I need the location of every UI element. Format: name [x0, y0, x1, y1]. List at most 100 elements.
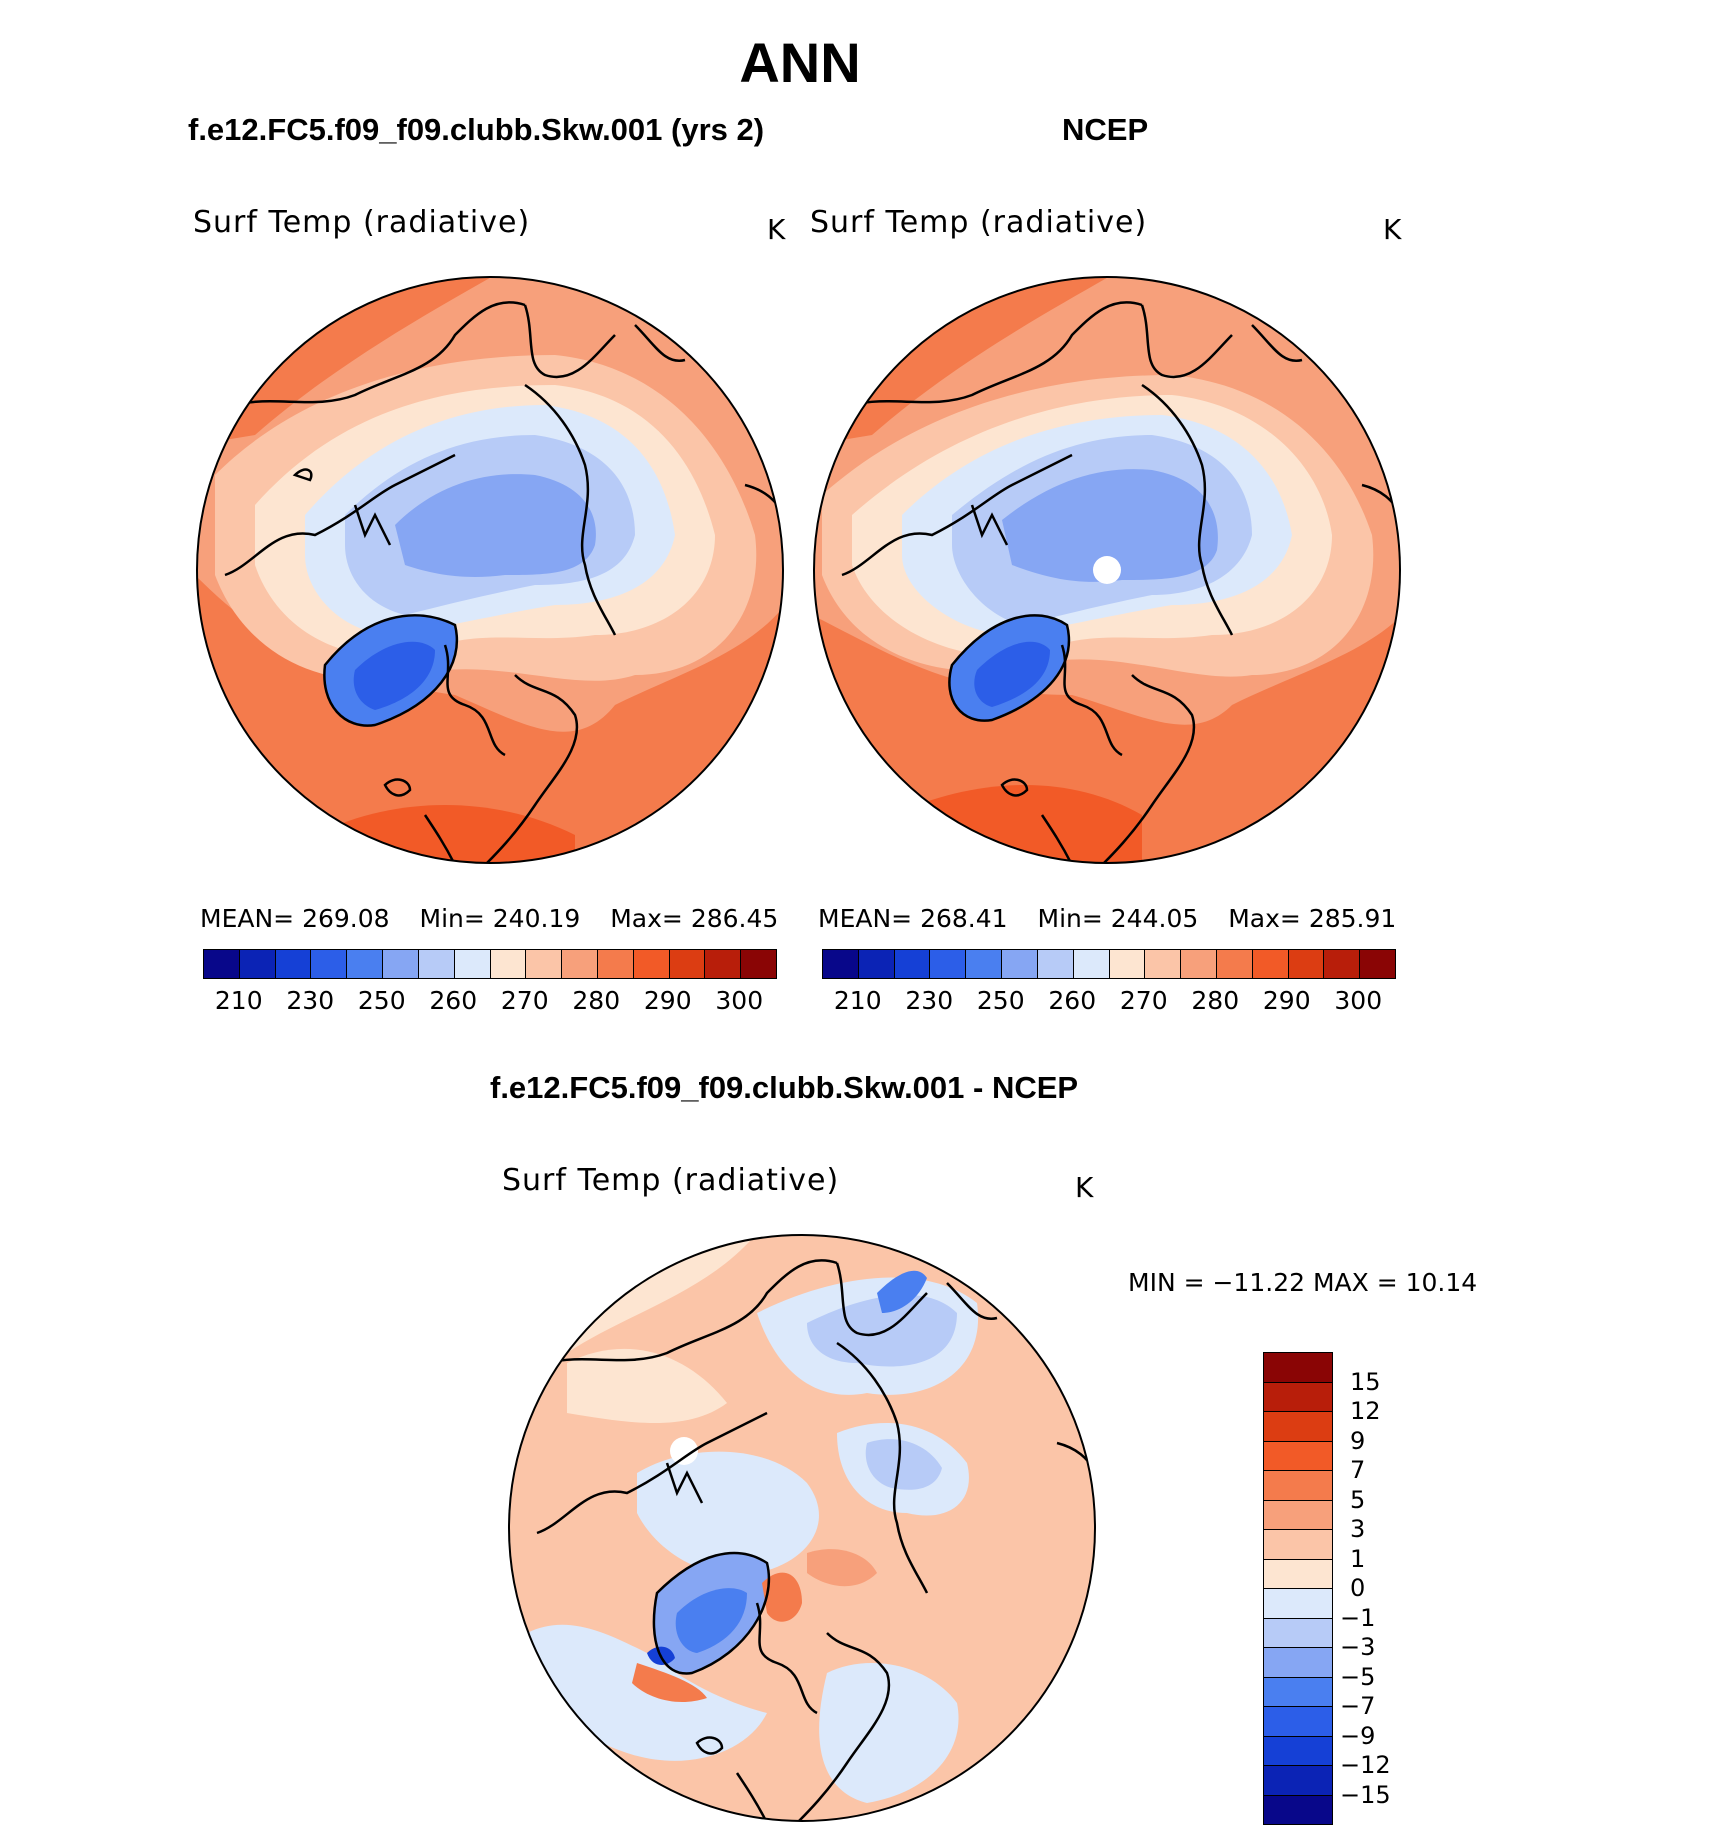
panel2-colorbar-swatch: [1037, 950, 1074, 978]
diff-case-title: f.e12.FC5.f09_f09.clubb.Skw.001 - NCEP: [490, 1070, 1079, 1105]
panel1-stats: MEAN= 269.08 Min= 240.19 Max= 286.45: [200, 904, 778, 933]
diff-minmax-text: MIN = −11.22 MAX = 10.14: [1128, 1268, 1478, 1297]
diff-map-boundary: [508, 1234, 1096, 1822]
diff-warm-iceland: [632, 1663, 707, 1703]
panel1-units: K: [767, 213, 786, 246]
diff-colorbar-swatch: [1264, 1530, 1332, 1560]
panel2-colorbar-swatch: [1324, 950, 1361, 978]
diff-colorbar-swatch: [1264, 1441, 1332, 1471]
panel2-colorbar-swatch: [1073, 950, 1110, 978]
diff-colorbar-swatch: [1264, 1353, 1332, 1383]
panel1-colorbar-swatch: [311, 950, 348, 978]
panel2-pole-hole: [1093, 556, 1121, 584]
diff-colorbar-tick-label: 12: [1350, 1397, 1381, 1425]
diff-colorbar-swatch: [1264, 1412, 1332, 1442]
panel1-colorbar-swatch: [239, 950, 276, 978]
panel1-colorbar-swatch: [490, 950, 527, 978]
diff-colorbar-tick-label: −12: [1340, 1751, 1391, 1779]
panel1-colorbar-swatch: [275, 950, 312, 978]
panel2-colorbar-swatch: [858, 950, 895, 978]
panel2-coastlines: [841, 301, 1400, 863]
diff-map: [508, 1234, 1096, 1822]
diff-colorbar-swatch: [1264, 1559, 1332, 1589]
panel2-colorbar-swatch: [1252, 950, 1289, 978]
panel2-colorbar-swatch: [894, 950, 931, 978]
panel1-colorbar-swatch: [383, 950, 419, 978]
panel1-colorbar-swatch: [633, 950, 670, 978]
diff-cold-asia-core: [877, 1270, 927, 1313]
panel2-map: [813, 276, 1401, 864]
diff-colorbar-swatch: [1264, 1766, 1332, 1796]
panel1-colorbar-swatch: [705, 950, 742, 978]
diff-coastlines: [536, 1259, 1095, 1821]
panel1-colorbar-swatch: [204, 950, 240, 978]
panel2-colorbar-tick-label: 270: [1119, 986, 1168, 1015]
diff-pole-hole: [670, 1437, 698, 1465]
panel2-colorbar-tick-label: 250: [976, 986, 1025, 1015]
panel1-colorbar-swatch: [347, 950, 384, 978]
diff-units: K: [1075, 1171, 1094, 1204]
diff-colorbar-tick-label: 7: [1350, 1456, 1366, 1484]
panel2-max-value: 285.91: [1308, 904, 1397, 933]
panel2-colorbar-tick-label: 300: [1334, 986, 1383, 1015]
panel2-max-label: Max=: [1228, 904, 1301, 933]
panel2-units: K: [1383, 213, 1402, 246]
panel2-stats: MEAN= 268.41 Min= 244.05 Max= 285.91: [818, 904, 1396, 933]
panel2-colorbar-tick-label: 260: [1048, 986, 1097, 1015]
panel1-colorbar-swatch: [418, 950, 455, 978]
page-title: ANN: [739, 31, 861, 94]
panel1-colorbar-tick-label: 290: [643, 986, 692, 1015]
diff-colorbar-swatch: [1264, 1500, 1332, 1530]
panel1-colorbar-swatch: [562, 950, 598, 978]
diff-colorbar-tick-label: −15: [1340, 1780, 1391, 1809]
diff-colorbar-tick-label: −9: [1340, 1721, 1376, 1750]
panel1-colorbar-swatch: [741, 950, 776, 978]
panel2-colorbar-tick-label: 280: [1191, 986, 1240, 1015]
panel2-colorbar-swatch: [966, 950, 1003, 978]
panel2-colorbar-swatch: [1181, 950, 1217, 978]
panel2-colorbar-swatch: [1288, 950, 1325, 978]
diff-colorbar-tick-label: −7: [1340, 1692, 1376, 1720]
diff-cold-europe: [819, 1663, 959, 1803]
diff-colorbar-tick-label: −5: [1340, 1662, 1376, 1691]
diff-colorbar-swatch: [1264, 1648, 1332, 1678]
diff-cold-siberia-b: [865, 1439, 942, 1490]
panel2-colorbar-swatch: [1360, 950, 1395, 978]
panel2-colorbar-swatch: [930, 950, 967, 978]
panel2-colorbar-swatch: [1002, 950, 1038, 978]
panel1-variable-label: Surf Temp (radiative): [193, 205, 531, 240]
panel2-colorbar-tick-label: 290: [1262, 986, 1311, 1015]
panel2-band-3: [1002, 469, 1218, 582]
diff-colorbar-swatch: [1264, 1707, 1332, 1737]
diff-colorbar-tick-label: −1: [1340, 1603, 1376, 1632]
panel1-colorbar: [203, 949, 777, 979]
panel1-band-3: [395, 474, 596, 577]
panel2-min-label: Min=: [1037, 904, 1103, 933]
diff-colorbar-swatch: [1264, 1471, 1332, 1501]
panel2-mean-label: MEAN=: [818, 904, 913, 933]
panel1-max-value: 286.45: [690, 904, 779, 933]
panel1-warm-region-s: [197, 575, 783, 863]
panel1-colorbar-tick-label: 250: [357, 986, 406, 1015]
panel1-map-boundary: [196, 276, 784, 864]
panel1-case-title: f.e12.FC5.f09_f09.clubb.Skw.001 (yrs 2): [188, 112, 765, 147]
diff-colorbar-tick-label: 3: [1350, 1515, 1366, 1543]
panel2-variable-label: Surf Temp (radiative): [810, 205, 1148, 240]
panel1-colorbar-tick-label: 300: [715, 986, 764, 1015]
panel1-colorbar-tick-label: 230: [286, 986, 335, 1015]
diff-neutral-band: [567, 1348, 727, 1423]
panel1-min-value: 240.19: [492, 904, 581, 933]
diff-colorbar-swatch: [1264, 1677, 1332, 1707]
diff-colorbar-swatch: [1264, 1618, 1332, 1648]
panel2-greenland-core: [974, 641, 1050, 707]
diff-warm-baffin: [762, 1572, 802, 1622]
panel1-colorbar-tick-label: 210: [214, 986, 263, 1015]
diff-colorbar-swatch: [1264, 1589, 1332, 1619]
panel1-colorbar-swatch: [454, 950, 491, 978]
panel1-colorbar-ticks: 210 230 250 260 270 280 290 300: [203, 986, 775, 1016]
panel1-colorbar-tick-label: 260: [429, 986, 478, 1015]
panel1-colorbar-tick-label: 280: [572, 986, 621, 1015]
panel1-map: [196, 276, 784, 864]
panel1-colorbar-swatch: [669, 950, 706, 978]
panel1-max-label: Max=: [610, 904, 683, 933]
